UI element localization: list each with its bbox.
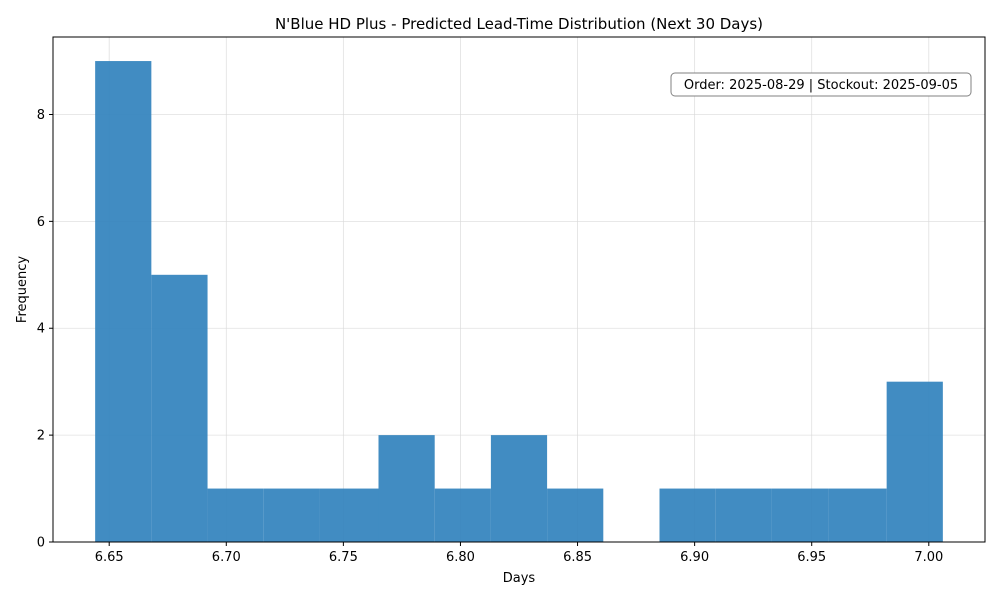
histogram-bar bbox=[771, 488, 829, 542]
histogram-bar bbox=[151, 274, 208, 542]
x-tick-label: 6.90 bbox=[680, 550, 709, 565]
x-tick-label: 6.95 bbox=[797, 550, 826, 565]
histogram-bar bbox=[207, 488, 264, 542]
x-tick-label: 6.85 bbox=[563, 550, 592, 565]
histogram-bar bbox=[715, 488, 772, 542]
x-tick-label: 6.70 bbox=[212, 550, 241, 565]
histogram-bar bbox=[378, 435, 435, 542]
plot-frame bbox=[52, 36, 986, 543]
histogram-bar bbox=[659, 488, 716, 542]
x-tick-label: 6.65 bbox=[95, 550, 124, 565]
x-tick-label: 7.00 bbox=[914, 550, 943, 565]
y-tick-label: 4 bbox=[37, 322, 45, 337]
histogram-bar bbox=[828, 488, 887, 542]
histogram-bar bbox=[547, 488, 604, 542]
x-axis-label: Days bbox=[503, 571, 536, 586]
y-tick-label: 2 bbox=[37, 429, 45, 444]
histogram-bar bbox=[263, 488, 320, 542]
y-tick-label: 6 bbox=[37, 215, 45, 230]
bars-layer bbox=[95, 61, 943, 543]
histogram-bar bbox=[319, 488, 379, 542]
y-axis-label: Frequency bbox=[15, 256, 30, 323]
y-tick-label: 8 bbox=[37, 108, 45, 123]
histogram-bar bbox=[886, 381, 943, 542]
chart-title: N'Blue HD Plus - Predicted Lead-Time Dis… bbox=[275, 15, 763, 33]
x-tick-label: 6.80 bbox=[446, 550, 475, 565]
y-tick-label: 0 bbox=[37, 536, 45, 551]
annotation-box-frame bbox=[670, 72, 972, 97]
histogram-bar bbox=[490, 435, 548, 542]
histogram-bar bbox=[95, 61, 152, 543]
x-tick-label: 6.75 bbox=[329, 550, 358, 565]
annotation-text: Order: 2025-08-29 | Stockout: 2025-09-05 bbox=[684, 78, 958, 93]
histogram-bar bbox=[434, 488, 491, 542]
ticks-layer: 6.65 6.70 6.75 6.80 6.85 6.90 6.95 7.00 0 2 4 6 8 bbox=[37, 108, 944, 565]
annotation-box: Order: 2025-08-29 | Stockout: 2025-09-05 bbox=[670, 72, 972, 97]
